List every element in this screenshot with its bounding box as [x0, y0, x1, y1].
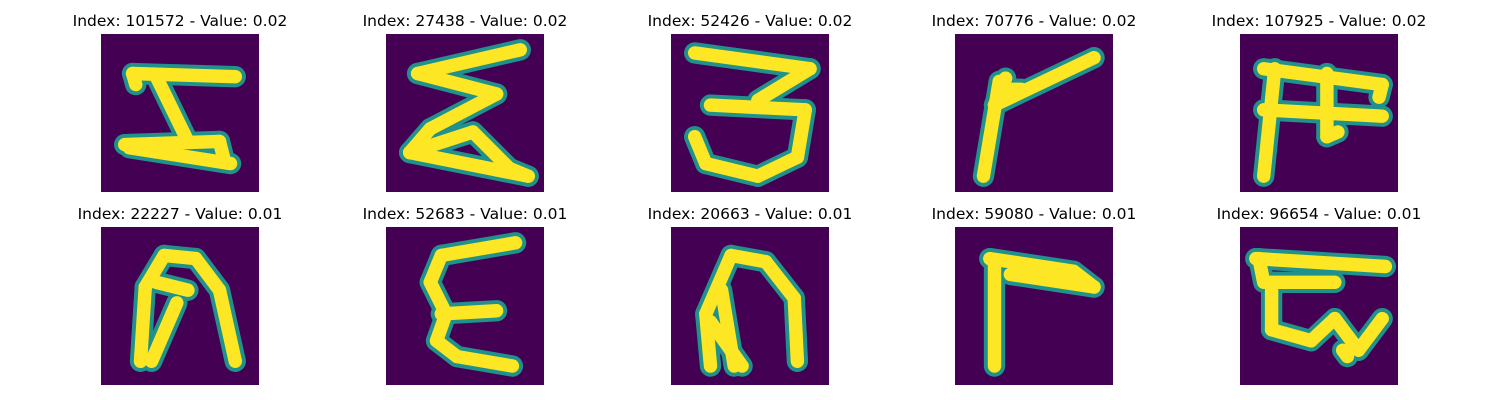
- glyph-stroke: [149, 69, 195, 149]
- glyph-stroke: [423, 87, 504, 136]
- panel-4: Index: 70776 - Value: 0.02: [904, 12, 1164, 192]
- panel-2: Index: 27438 - Value: 0.02: [335, 12, 595, 192]
- glyph-stroke: [122, 141, 238, 171]
- glyph-stroke: [987, 50, 1101, 112]
- panel-title: Index: 20663 - Value: 0.01: [647, 205, 853, 223]
- glyph-stroke: [703, 98, 813, 117]
- glyph-stroke: [410, 43, 528, 81]
- panel-title: Index: 22227 - Value: 0.01: [77, 205, 283, 223]
- character-image: [671, 227, 829, 385]
- panel-9: Index: 59080 - Value: 0.01: [904, 205, 1164, 385]
- glyph-stroke: [466, 125, 516, 176]
- glyph-stroke: [790, 103, 813, 164]
- panel-5: Index: 107925 - Value: 0.02: [1189, 12, 1449, 192]
- character-image: [671, 34, 829, 192]
- panel-title: Index: 70776 - Value: 0.02: [931, 12, 1137, 30]
- character-image: [101, 34, 259, 192]
- glyph-stroke: [699, 156, 765, 183]
- panel-7: Index: 52683 - Value: 0.01: [335, 205, 595, 385]
- panel-8: Index: 20663 - Value: 0.01: [620, 205, 880, 385]
- glyph-stroke: [759, 255, 801, 305]
- glyph-stroke: [1335, 343, 1355, 364]
- glyph-stroke: [751, 150, 805, 183]
- panel-title: Index: 59080 - Value: 0.01: [931, 205, 1137, 223]
- glyph-stroke: [687, 46, 817, 76]
- panel-title: Index: 52683 - Value: 0.01: [362, 205, 568, 223]
- glyph-stroke: [402, 145, 535, 183]
- glyph-stroke: [410, 66, 504, 101]
- character-image: [1240, 227, 1398, 385]
- glyph-stroke: [434, 236, 523, 263]
- glyph-stroke: [1256, 62, 1282, 183]
- panel-1: Index: 101572 - Value: 0.02: [50, 12, 310, 192]
- glyph-stroke: [144, 296, 184, 369]
- glyph-stroke: [1320, 125, 1345, 144]
- character-image: [955, 227, 1113, 385]
- glyph-stroke: [751, 62, 817, 108]
- character-image: [101, 227, 259, 385]
- panel-title: Index: 101572 - Value: 0.02: [72, 12, 288, 30]
- glyph-stroke: [687, 129, 713, 171]
- glyph-stroke: [212, 283, 243, 369]
- image-background: [955, 227, 1113, 385]
- glyph-stroke: [1372, 77, 1389, 104]
- panel-title: Index: 27438 - Value: 0.02: [362, 12, 568, 30]
- character-image: [1240, 34, 1398, 192]
- glyph-stroke: [133, 280, 152, 369]
- glyph-stroke: [1264, 322, 1318, 348]
- panel-10: Index: 96654 - Value: 0.01: [1189, 205, 1449, 385]
- panel-title: Index: 52426 - Value: 0.02: [647, 12, 853, 30]
- glyph-stroke: [450, 349, 520, 373]
- character-image: [955, 34, 1113, 192]
- character-image: [386, 227, 544, 385]
- glyph-stroke: [787, 291, 805, 369]
- glyph-stroke: [1003, 267, 1101, 294]
- glyph-stroke: [1249, 251, 1393, 274]
- glyph-stroke: [714, 283, 741, 373]
- glyph-stroke: [983, 251, 1081, 278]
- glyph-stroke: [125, 66, 143, 92]
- glyph-stroke: [976, 74, 1006, 183]
- character-image: [386, 34, 544, 192]
- panel-title: Index: 107925 - Value: 0.02: [1211, 12, 1427, 30]
- panel-6: Index: 22227 - Value: 0.01: [50, 205, 310, 385]
- panel-title: Index: 96654 - Value: 0.01: [1216, 205, 1422, 223]
- panel-3: Index: 52426 - Value: 0.02: [620, 12, 880, 192]
- glyph-stroke: [149, 275, 195, 297]
- glyph-stroke: [125, 66, 243, 84]
- glyph-stroke: [1252, 251, 1271, 290]
- glyph-stroke: [1351, 311, 1389, 357]
